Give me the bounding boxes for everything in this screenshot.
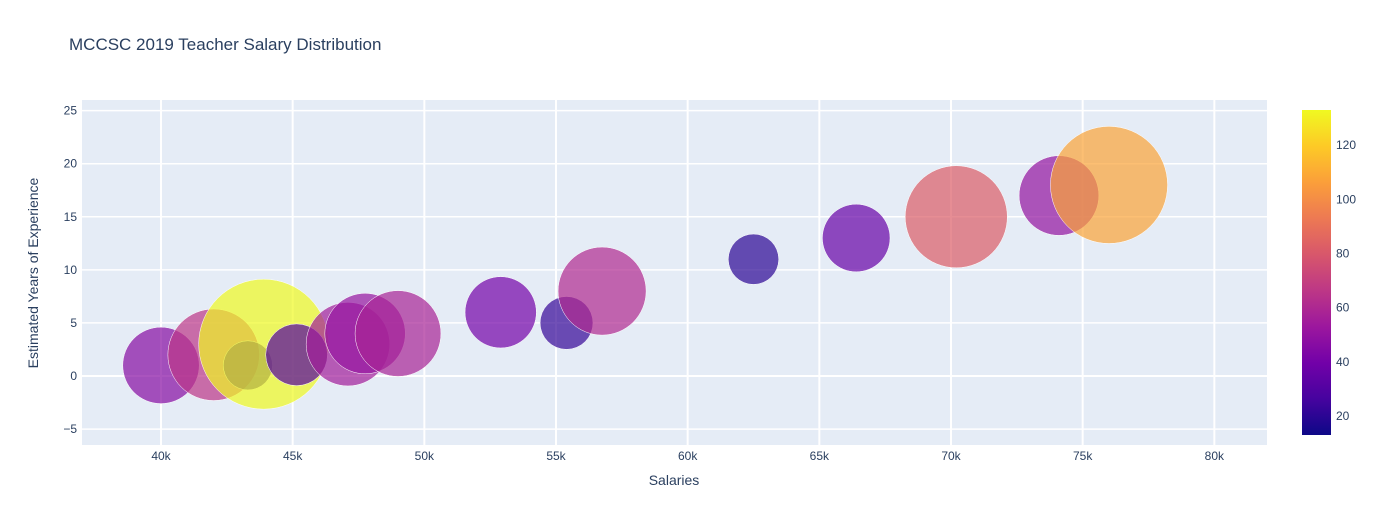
- x-tick-label: 75k: [1073, 449, 1093, 463]
- colorbar-tick-label: 120: [1336, 138, 1356, 152]
- bubble-point[interactable]: [728, 233, 779, 285]
- x-tick-label: 45k: [283, 449, 303, 463]
- x-tick-label: 40k: [151, 449, 171, 463]
- y-tick-label: 10: [64, 263, 78, 277]
- y-axis-ticks: −5 0 5 10 15 20 25: [63, 104, 77, 436]
- bubble-point[interactable]: [557, 246, 647, 336]
- y-tick-label: 15: [64, 210, 78, 224]
- y-tick-label: 0: [70, 369, 77, 383]
- y-tick-label: 25: [64, 104, 78, 118]
- bubble-point[interactable]: [354, 290, 442, 377]
- x-axis-ticks: 40k 45k 50k 55k 60k 65k 70k 75k 80k: [151, 449, 1225, 463]
- colorbar-tick-label: 80: [1336, 247, 1350, 261]
- x-tick-label: 65k: [810, 449, 830, 463]
- colorbar-ticks: 20 40 60 80 100 120: [1336, 138, 1356, 423]
- chart-title: MCCSC 2019 Teacher Salary Distribution: [69, 35, 381, 54]
- y-tick-label: −5: [63, 422, 77, 436]
- bubbles-layer: [122, 126, 1168, 410]
- colorbar-tick-label: 40: [1336, 355, 1350, 369]
- colorbar-tick-label: 20: [1336, 409, 1350, 423]
- x-tick-label: 80k: [1205, 449, 1225, 463]
- x-tick-label: 50k: [415, 449, 435, 463]
- bubble-point[interactable]: [822, 203, 891, 273]
- x-tick-label: 70k: [941, 449, 961, 463]
- colorbar-tick-label: 60: [1336, 301, 1350, 315]
- bubble-point[interactable]: [904, 165, 1008, 269]
- colorbar: [1302, 110, 1331, 435]
- x-tick-label: 60k: [678, 449, 698, 463]
- bubble-point[interactable]: [464, 276, 537, 349]
- colorbar-tick-label: 100: [1336, 192, 1356, 206]
- y-tick-label: 20: [64, 157, 78, 171]
- y-tick-label: 5: [70, 316, 77, 330]
- x-axis-title: Salaries: [649, 472, 700, 488]
- y-axis-title: Estimated Years of Experience: [25, 177, 41, 368]
- x-tick-label: 55k: [546, 449, 566, 463]
- bubble-point[interactable]: [1050, 126, 1168, 244]
